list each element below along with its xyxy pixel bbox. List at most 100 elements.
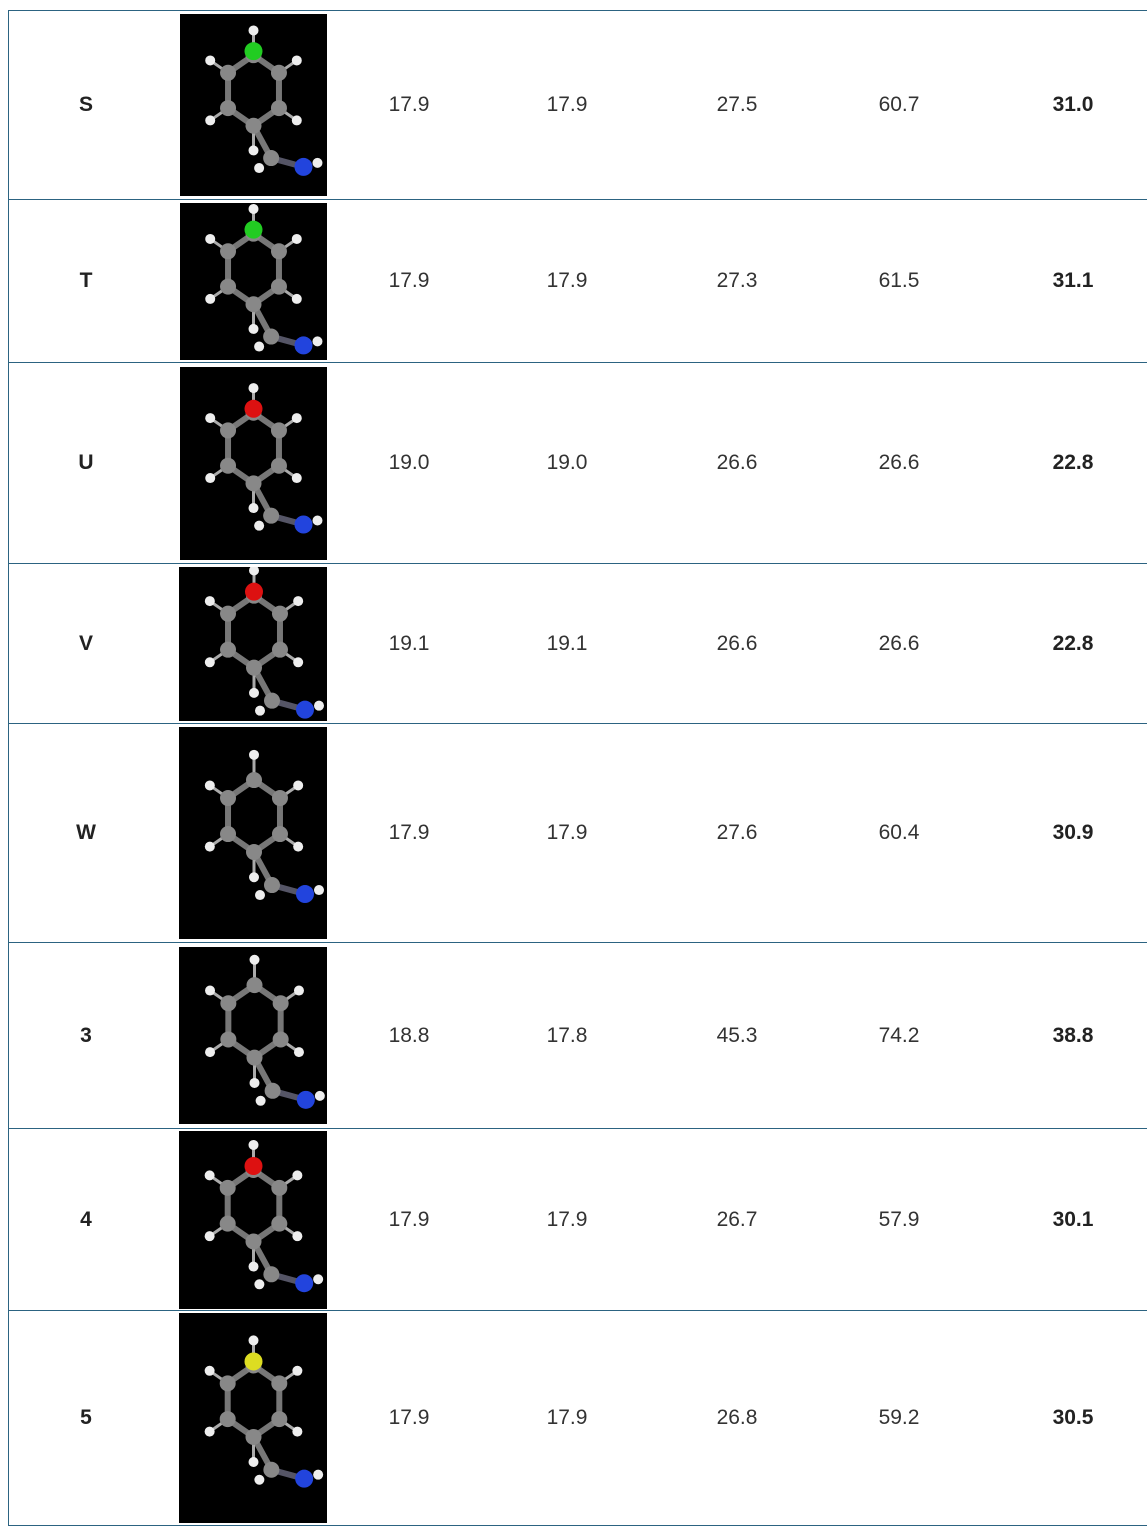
value-cell: 61.5	[857, 200, 941, 362]
carbon-atom	[245, 118, 261, 134]
carbon-atom	[270, 100, 286, 116]
carbon-atom	[265, 1083, 281, 1099]
row-label: V	[49, 564, 123, 723]
carbon-atom	[263, 328, 279, 344]
value-cell: 26.6	[857, 564, 941, 723]
value-cell: 17.9	[367, 200, 451, 362]
value-cell: 17.9	[525, 724, 609, 942]
carbon-atom	[272, 641, 288, 657]
value-cell: 31.0	[1031, 11, 1115, 199]
hydrogen-atom	[315, 1091, 325, 1101]
value-cell: 19.1	[525, 564, 609, 723]
hydrogen-atom	[249, 1139, 259, 1149]
value-cell: 17.9	[525, 11, 609, 199]
carbon-atom	[220, 1215, 236, 1231]
value-cell: 27.6	[695, 724, 779, 942]
hydrogen-atom	[294, 986, 304, 996]
carbon-atom	[273, 1031, 289, 1047]
hydrogen-atom	[312, 158, 322, 168]
carbon-atom	[220, 995, 236, 1011]
value-cell: 60.4	[857, 724, 941, 942]
nitrogen-atom	[295, 1470, 313, 1488]
hydrogen-atom	[256, 1096, 266, 1106]
carbon-atom	[220, 790, 236, 806]
value-cell: 38.8	[1031, 943, 1115, 1128]
hydrogen-atom	[248, 203, 258, 213]
value-cell: 26.6	[695, 564, 779, 723]
molecule-image	[180, 367, 327, 560]
value-cell: 59.2	[857, 1311, 941, 1525]
carbon-atom	[220, 1179, 236, 1195]
carbon-atom	[247, 1050, 263, 1066]
molecule-image	[180, 203, 327, 360]
hydrogen-atom	[314, 700, 324, 710]
hydrogen-atom	[254, 520, 264, 530]
hydrogen-atom	[291, 293, 301, 303]
hydrogen-atom	[249, 1261, 259, 1271]
carbon-atom	[245, 296, 261, 312]
carbon-atom	[271, 1411, 287, 1427]
hydrogen-atom	[205, 1366, 215, 1376]
nitrogen-atom	[295, 1274, 313, 1292]
table-row: 517.917.926.859.230.5	[9, 1311, 1147, 1526]
molecule-image-cell	[179, 200, 327, 362]
carbon-atom	[270, 457, 286, 473]
molecule-image	[179, 1313, 327, 1523]
hetero-atom	[244, 399, 262, 417]
value-cell: 31.1	[1031, 200, 1115, 362]
carbon-atom	[220, 65, 236, 81]
molecule-image-cell	[179, 1129, 327, 1310]
hydrogen-atom	[291, 473, 301, 483]
row-label: W	[49, 724, 123, 942]
carbon-atom	[264, 692, 280, 708]
carbon-atom	[246, 1233, 262, 1249]
carbon-atom	[220, 1031, 236, 1047]
hydrogen-atom	[205, 413, 215, 423]
carbon-atom	[220, 100, 236, 116]
hydrogen-atom	[205, 1047, 215, 1057]
value-cell: 30.1	[1031, 1129, 1115, 1310]
hydrogen-atom	[294, 1047, 304, 1057]
carbon-atom	[273, 995, 289, 1011]
hydrogen-atom	[254, 341, 264, 351]
hydrogen-atom	[249, 872, 259, 882]
carbon-atom	[272, 790, 288, 806]
value-cell: 17.9	[367, 1311, 451, 1525]
carbon-atom	[246, 659, 262, 675]
hydrogen-atom	[292, 1427, 302, 1437]
value-cell: 17.9	[525, 200, 609, 362]
value-cell: 22.8	[1031, 363, 1115, 563]
value-cell: 74.2	[857, 943, 941, 1128]
value-cell: 27.5	[695, 11, 779, 199]
hydrogen-atom	[205, 657, 215, 667]
carbon-atom	[220, 422, 236, 438]
carbon-atom	[246, 1429, 262, 1445]
hydrogen-atom	[205, 1427, 215, 1437]
hetero-atom	[245, 1352, 263, 1370]
hydrogen-atom	[249, 687, 259, 697]
carbon-atom	[220, 641, 236, 657]
hydrogen-atom	[313, 1470, 323, 1480]
carbon-atom	[270, 243, 286, 259]
hydrogen-atom	[292, 1231, 302, 1241]
molecule-image	[179, 947, 327, 1124]
hydrogen-atom	[248, 503, 258, 513]
carbon-atom	[271, 1375, 287, 1391]
hydrogen-atom	[293, 596, 303, 606]
hydrogen-atom	[248, 25, 258, 35]
hetero-atom	[244, 42, 262, 60]
carbon-atom	[271, 1179, 287, 1195]
carbon-atom	[245, 475, 261, 491]
value-cell: 30.9	[1031, 724, 1115, 942]
hydrogen-atom	[293, 780, 303, 790]
hydrogen-atom	[312, 336, 322, 346]
hydrogen-atom	[291, 233, 301, 243]
carbon-atom	[263, 507, 279, 523]
nitrogen-atom	[296, 885, 314, 903]
molecule-image-cell	[179, 363, 327, 563]
value-cell: 45.3	[695, 943, 779, 1128]
hydrogen-atom	[249, 1335, 259, 1345]
hydrogen-atom	[205, 986, 215, 996]
